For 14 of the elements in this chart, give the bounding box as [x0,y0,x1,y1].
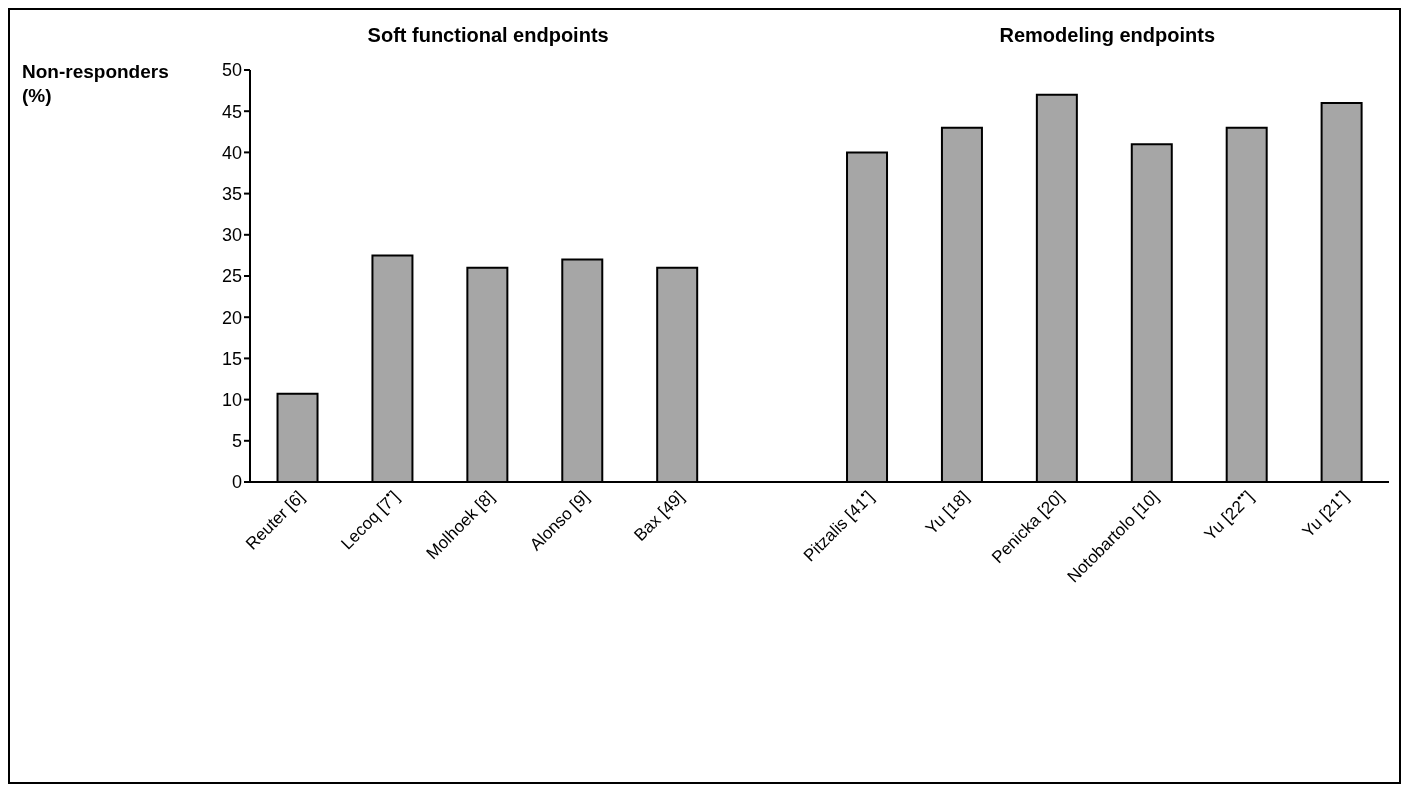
y-tick-label: 20 [221,307,242,328]
y-tick-label: 30 [221,225,242,246]
y-tick-label: 10 [221,389,242,410]
y-tick-label: 35 [221,183,242,204]
text: Soft functional endpoints [366,24,610,47]
y-tick-label: 40 [221,142,242,163]
y-tick-label: 50 [221,60,242,81]
y-tick-label: 0 [231,472,242,493]
y-tick-label: 25 [221,266,242,287]
text: Remodeling endpoints [998,24,1217,47]
y-tick-label: 15 [221,348,242,369]
y-tick-label: 45 [221,101,242,122]
y-axis-title: Non-responders (%) [22,60,170,108]
y-tick-label: 5 [231,431,242,452]
